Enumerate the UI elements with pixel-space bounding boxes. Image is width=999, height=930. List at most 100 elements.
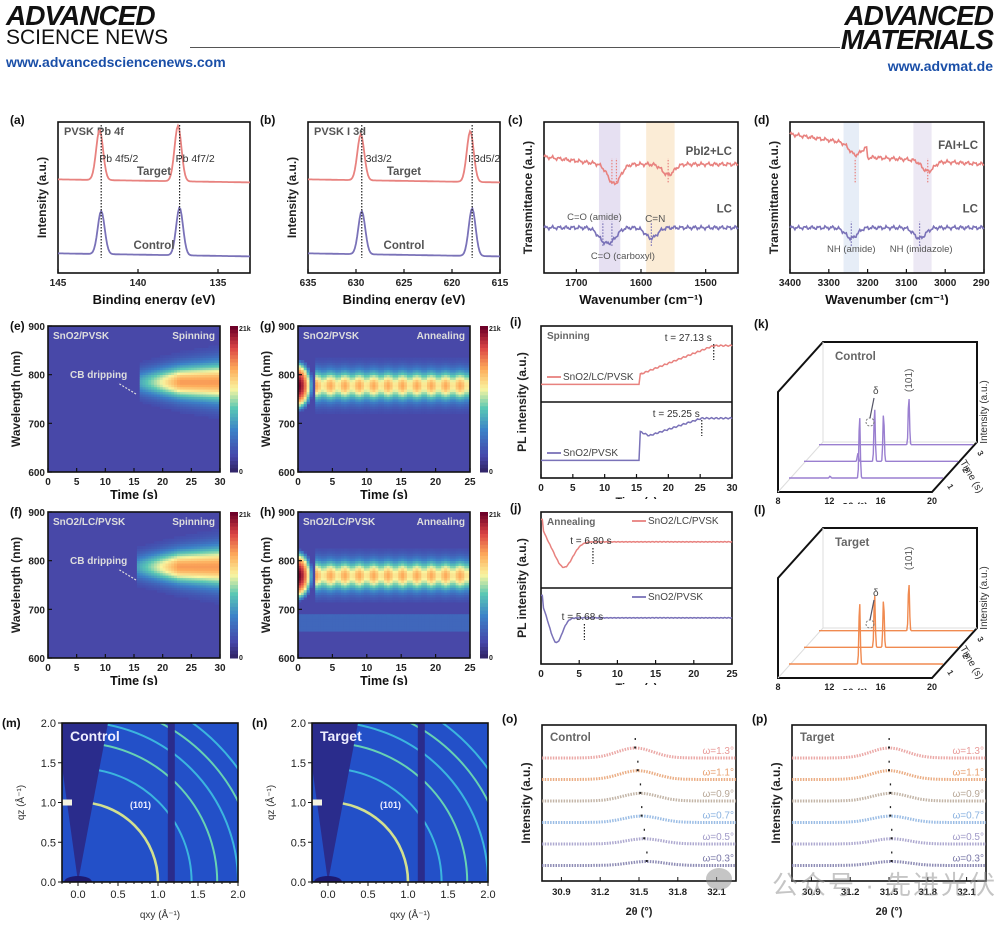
heatmap-cell: [209, 380, 212, 383]
heatmap-cell: [315, 622, 318, 625]
heatmap-cell: [450, 372, 453, 375]
heatmap-cell: [407, 367, 410, 370]
heatmap-cell: [436, 384, 439, 387]
heatmap-cell: [148, 556, 151, 559]
heatmap-cell: [461, 619, 464, 622]
heatmap-cell: [393, 556, 396, 559]
heatmap-cell: [450, 394, 453, 397]
heatmap-cell: [332, 580, 335, 583]
heatmap-cell: [143, 363, 146, 366]
heatmap-cell: [140, 365, 143, 368]
heatmap-cell: [461, 568, 464, 571]
heatmap-cell: [338, 600, 341, 603]
heatmap-cell: [375, 573, 378, 576]
heatmap-cell: [209, 394, 212, 397]
heatmap-cell: [324, 556, 327, 559]
heatmap-cell: [416, 406, 419, 409]
advmat-link[interactable]: www.advmat.de: [841, 58, 993, 74]
heatmap-cell: [203, 595, 206, 598]
heatmap-cell: [375, 563, 378, 566]
heatmap-cell: [324, 573, 327, 576]
heatmap-cell: [401, 595, 404, 598]
heatmap-cell: [183, 392, 186, 395]
heatmap-cell: [177, 358, 180, 361]
heatmap-cell: [450, 384, 453, 387]
heatmap-cell: [427, 370, 430, 373]
heatmap-cell: [168, 558, 171, 561]
colorbar-segment: [230, 651, 238, 655]
heatmap-cell: [427, 617, 430, 620]
heatmap-cell: [418, 626, 421, 629]
heatmap-cell: [461, 392, 464, 395]
heatmap-cell: [177, 394, 180, 397]
heatmap-cell: [416, 372, 419, 375]
heatmap-cell: [390, 367, 393, 370]
x-tick-label: 16: [876, 682, 886, 690]
heatmap-cell: [418, 570, 421, 573]
heatmap-cell: [151, 382, 154, 385]
heatmap-cell: [304, 404, 307, 407]
heatmap-cell: [321, 372, 324, 375]
heatmap-cell: [341, 380, 344, 383]
heatmap-cell: [436, 573, 439, 576]
heatmap-cell: [338, 363, 341, 366]
heatmap-cell: [211, 404, 214, 407]
heatmap-cell: [307, 372, 310, 375]
heatmap-cell: [436, 590, 439, 593]
heatmap-cell: [191, 541, 194, 544]
process-label: Spinning: [547, 331, 590, 342]
heatmap-cell: [416, 595, 419, 598]
heatmap-cell: [347, 629, 350, 632]
heatmap-cell: [424, 399, 427, 402]
colorbar-segment: [230, 567, 238, 571]
heatmap-cell: [194, 399, 197, 402]
heatmap-cell: [416, 404, 419, 407]
x-tick-label: 20: [157, 663, 169, 674]
heatmap-cell: [209, 585, 212, 588]
heatmap-cell: [410, 573, 413, 576]
heatmap-cell: [140, 394, 143, 397]
heatmap-cell: [191, 544, 194, 547]
heatmap-cell: [444, 382, 447, 385]
heatmap-cell: [194, 578, 197, 581]
heatmap-cell: [407, 387, 410, 390]
heatmap-cell: [418, 563, 421, 566]
heatmap-cell: [315, 558, 318, 561]
heatmap-cell: [401, 587, 404, 590]
heatmap-cell: [459, 549, 462, 552]
heatmap-cell: [444, 556, 447, 559]
heatmap-cell: [310, 585, 313, 588]
heatmap-cell: [168, 358, 171, 361]
heatmap-cell: [393, 397, 396, 400]
advancedsciencenews-link[interactable]: www.advancedsciencenews.com: [6, 54, 226, 70]
heatmap-cell: [401, 600, 404, 603]
heatmap-cell: [148, 399, 151, 402]
heatmap-cell: [209, 365, 212, 368]
heatmap-cell: [450, 619, 453, 622]
heatmap-cell: [418, 384, 421, 387]
heatmap-cell: [427, 622, 430, 625]
heatmap-cell: [168, 387, 171, 390]
heatmap-cell: [157, 389, 160, 392]
heatmap-cell: [183, 350, 186, 353]
heatmap-cell: [332, 363, 335, 366]
heatmap-cell: [350, 392, 353, 395]
heatmap-cell: [168, 539, 171, 542]
heatmap-cell: [373, 375, 376, 378]
heatmap-cell: [157, 549, 160, 552]
heatmap-cell: [398, 409, 401, 412]
heatmap-cell: [453, 614, 456, 617]
heatmap-cell: [186, 394, 189, 397]
heatmap-cell: [441, 568, 444, 571]
heatmap-cell: [367, 580, 370, 583]
heatmap-cell: [143, 575, 146, 578]
heatmap-cell: [393, 595, 396, 598]
colorbar-segment: [480, 651, 488, 655]
x-tick-label: 5: [74, 663, 80, 674]
heatmap-cell: [341, 624, 344, 627]
heatmap-cell: [347, 614, 350, 617]
heatmap-cell: [203, 534, 206, 537]
heatmap-cell: [330, 563, 333, 566]
panel-label: (g): [260, 319, 275, 333]
heatmap-cell: [373, 411, 376, 414]
